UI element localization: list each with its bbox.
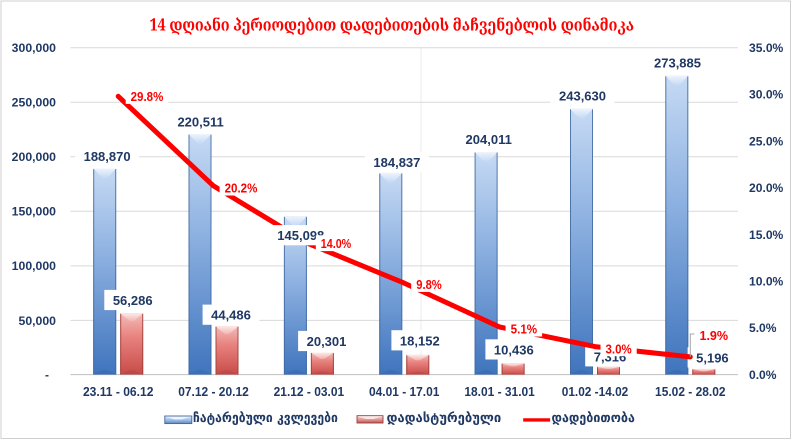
svg-text:20.2%: 20.2% xyxy=(225,181,258,196)
svg-text:15.0%: 15.0% xyxy=(749,228,784,242)
svg-text:14.0%: 14.0% xyxy=(321,236,352,251)
svg-text:184,837: 184,837 xyxy=(373,155,420,170)
svg-text:5,196: 5,196 xyxy=(696,350,729,365)
svg-text:243,630: 243,630 xyxy=(559,88,606,103)
svg-text:10.0%: 10.0% xyxy=(749,275,784,289)
svg-text:23.11 - 06.12: 23.11 - 06.12 xyxy=(83,384,154,399)
svg-text:21.12 - 03.01: 21.12 - 03.01 xyxy=(274,384,345,399)
svg-text:273,885: 273,885 xyxy=(654,55,701,70)
svg-text:220,511: 220,511 xyxy=(177,115,223,130)
svg-text:25.0%: 25.0% xyxy=(749,134,784,148)
svg-text:204,011: 204,011 xyxy=(466,132,512,147)
svg-text:15.02 - 28.02: 15.02 - 28.02 xyxy=(655,384,726,399)
svg-text:0.0%: 0.0% xyxy=(749,368,777,382)
svg-text:188,870: 188,870 xyxy=(84,149,131,164)
svg-text:30.0%: 30.0% xyxy=(749,88,784,102)
svg-text:1.9%: 1.9% xyxy=(699,328,728,343)
svg-text:04.01 - 17.01: 04.01 - 17.01 xyxy=(369,384,440,399)
svg-text:3.0%: 3.0% xyxy=(606,341,633,356)
svg-text:-: - xyxy=(45,368,49,382)
svg-text:29.8%: 29.8% xyxy=(131,89,164,104)
svg-text:10,436: 10,436 xyxy=(494,342,534,357)
svg-text:20,301: 20,301 xyxy=(307,334,347,349)
svg-text:100,000: 100,000 xyxy=(12,259,57,273)
svg-text:300,000: 300,000 xyxy=(12,41,57,55)
svg-text:07.12 - 20.12: 07.12 - 20.12 xyxy=(178,384,249,399)
svg-text:5.0%: 5.0% xyxy=(749,321,777,335)
svg-text:18,152: 18,152 xyxy=(400,333,440,348)
svg-text:9.8%: 9.8% xyxy=(416,277,442,292)
svg-text:200,000: 200,000 xyxy=(12,150,57,164)
svg-text:01.02 -14.02: 01.02 -14.02 xyxy=(562,384,629,399)
svg-text:18.01 - 31.01: 18.01 - 31.01 xyxy=(464,384,535,399)
svg-text:44,486: 44,486 xyxy=(211,308,251,323)
svg-text:5.1%: 5.1% xyxy=(511,322,538,337)
svg-text:250,000: 250,000 xyxy=(12,96,57,110)
svg-text:145,098: 145,098 xyxy=(277,228,324,243)
svg-text:20.0%: 20.0% xyxy=(749,181,784,195)
svg-text:35.0%: 35.0% xyxy=(749,41,784,55)
svg-text:50,000: 50,000 xyxy=(19,314,57,328)
svg-text:150,000: 150,000 xyxy=(12,205,57,219)
svg-text:56,286: 56,286 xyxy=(113,293,153,308)
